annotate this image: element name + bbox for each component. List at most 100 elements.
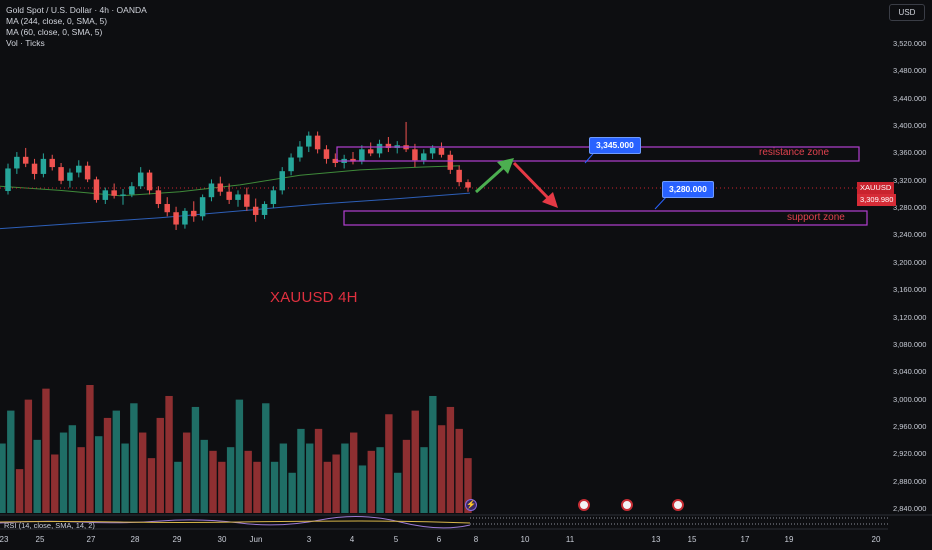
volume-bar xyxy=(226,447,235,513)
volume-bar xyxy=(323,461,332,513)
resistance-zone-label[interactable]: resistance zone xyxy=(759,147,830,158)
candle-body xyxy=(465,182,471,188)
candle-body xyxy=(129,186,135,195)
volume-bar xyxy=(429,395,437,513)
candle-body xyxy=(350,158,356,162)
candle-body xyxy=(359,149,365,162)
volume-bar xyxy=(288,472,296,513)
us-flag-event-icon[interactable] xyxy=(621,499,633,511)
up-arrow xyxy=(474,158,514,194)
volume-bar xyxy=(420,447,428,513)
chart-title-annotation[interactable]: XAUUSD 4H xyxy=(270,289,358,306)
moving-averages xyxy=(0,165,471,230)
legend-vol[interactable]: Vol · Ticks xyxy=(6,38,45,48)
lightning-icon[interactable]: ⚡ xyxy=(465,499,477,511)
chart-legend: Gold Spot / U.S. Dollar · 4h · OANDA MA … xyxy=(6,5,147,49)
volume-bar xyxy=(341,443,349,513)
down-arrow xyxy=(512,161,558,208)
candle-body xyxy=(217,183,224,192)
candlesticks xyxy=(5,121,471,230)
price-tag-value: 3,309.980 xyxy=(857,194,897,206)
candle-body xyxy=(314,135,321,150)
volume-bar xyxy=(244,450,252,513)
volume-bar xyxy=(77,447,85,513)
candle-body xyxy=(252,206,259,215)
volume-bar xyxy=(437,425,446,513)
volume-bar xyxy=(191,406,200,513)
candle-body xyxy=(155,190,162,205)
candle-body xyxy=(199,197,206,217)
us-flag-event-icon[interactable] xyxy=(672,499,684,511)
candle-body xyxy=(49,158,55,168)
candle-body xyxy=(323,149,330,159)
candle-body xyxy=(456,169,462,183)
candle-body xyxy=(306,135,312,147)
volume-bar xyxy=(209,450,217,513)
volume-bar xyxy=(279,443,288,513)
volume-bar xyxy=(253,461,261,513)
volume-bar xyxy=(103,417,112,513)
candle-body xyxy=(173,212,179,225)
volume-bar xyxy=(358,465,367,513)
candle-body xyxy=(67,172,73,181)
rsi-legend[interactable]: RSI (14, close, SMA, 14, 2) xyxy=(4,521,95,530)
target-down-callout[interactable]: 3,280.000 xyxy=(662,181,714,198)
last-price-tag: XAUUSD3,309.980 xyxy=(857,182,932,206)
candle-body xyxy=(120,194,126,196)
volume-bar xyxy=(147,458,156,513)
volume-bar xyxy=(402,439,411,513)
volume-bar xyxy=(112,410,120,513)
legend-ma1[interactable]: MA (244, close, 0, SMA, 5) xyxy=(6,16,108,26)
candle-body xyxy=(93,179,100,200)
volume-bar xyxy=(200,439,208,513)
support-zone xyxy=(343,210,868,226)
candle-body xyxy=(22,156,29,164)
candle-body xyxy=(367,149,374,154)
volume-bars xyxy=(0,385,472,513)
legend-title[interactable]: Gold Spot / U.S. Dollar · 4h · OANDA xyxy=(6,5,147,15)
volume-bar xyxy=(464,458,472,513)
volume-bar xyxy=(455,428,463,513)
candle-body xyxy=(288,157,294,172)
volume-bar xyxy=(121,443,129,513)
volume-bar xyxy=(24,399,33,513)
volume-bar xyxy=(393,472,402,513)
candle-body xyxy=(208,183,215,198)
volume-bar xyxy=(385,414,393,513)
ma-blue-line xyxy=(0,192,471,230)
candle-body xyxy=(31,163,38,174)
volume-bar xyxy=(218,461,226,513)
candle-body xyxy=(270,190,277,205)
volume-bar xyxy=(68,425,77,513)
candle-body xyxy=(421,153,427,161)
volume-bar xyxy=(182,432,191,513)
rsi-ma-line xyxy=(0,520,471,524)
candle-body xyxy=(146,172,153,191)
support-zone-label[interactable]: support zone xyxy=(787,212,845,223)
target-up-callout[interactable]: 3,345.000 xyxy=(589,137,641,154)
volume-bar xyxy=(446,406,455,513)
volume-bar xyxy=(130,403,138,513)
candle-body xyxy=(191,210,197,217)
volume-bar xyxy=(0,443,6,513)
candle-body xyxy=(412,149,418,161)
volume-bar xyxy=(314,428,323,513)
volume-bar xyxy=(156,417,164,513)
volume-bar xyxy=(235,399,244,513)
candle-body xyxy=(137,172,144,187)
us-flag-event-icon[interactable] xyxy=(578,499,590,511)
volume-bar xyxy=(95,436,103,513)
candle-body xyxy=(235,194,241,200)
volume-bar xyxy=(86,385,94,513)
currency-button[interactable]: USD xyxy=(889,4,925,21)
volume-bar xyxy=(15,469,24,513)
volume-bar xyxy=(165,395,173,513)
volume-bar xyxy=(411,410,419,513)
legend-ma2[interactable]: MA (60, close, 0, SMA, 5) xyxy=(6,27,103,37)
volume-bar xyxy=(174,461,182,513)
candle-body xyxy=(429,147,436,154)
volume-bar xyxy=(270,461,279,513)
volume-bar xyxy=(297,428,305,513)
candle-body xyxy=(376,143,383,154)
